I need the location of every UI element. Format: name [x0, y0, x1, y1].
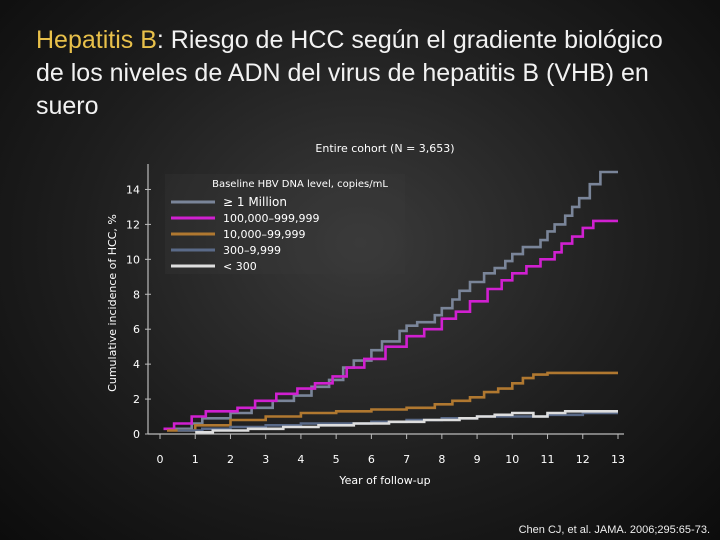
x-tick-label: 7 — [403, 453, 410, 466]
x-tick-label: 0 — [157, 453, 164, 466]
x-tick-label: 4 — [297, 453, 304, 466]
x-axis-label: Year of follow-up — [338, 474, 430, 487]
legend-entry: < 300 — [223, 260, 257, 273]
legend-entry: 10,000–99,999 — [223, 228, 305, 241]
x-tick-label: 12 — [576, 453, 590, 466]
x-tick-label: 11 — [541, 453, 555, 466]
x-tick-label: 9 — [474, 453, 481, 466]
chart-title: Entire cohort (N = 3,653) — [315, 142, 454, 155]
slide-title-lead: Hepatitis B — [36, 26, 157, 54]
y-tick-label: 6 — [133, 323, 140, 336]
y-axis-label: Cumulative incidence of HCC, % — [106, 214, 119, 392]
x-tick-label: 10 — [505, 453, 519, 466]
x-tick-label: 1 — [192, 453, 199, 466]
x-tick-label: 8 — [438, 453, 445, 466]
x-tick-label: 2 — [227, 453, 234, 466]
legend-entry: 300–9,999 — [223, 244, 281, 257]
legend-title: Baseline HBV DNA level, copies/mL — [212, 179, 388, 190]
y-tick-label: 8 — [133, 288, 140, 301]
series-line — [163, 219, 618, 431]
y-tick-label: 10 — [126, 253, 140, 266]
x-tick-label: 6 — [368, 453, 375, 466]
y-tick-label: 2 — [133, 393, 140, 406]
x-tick-label: 3 — [262, 453, 269, 466]
x-tick-label: 5 — [333, 453, 340, 466]
legend-entry: 100,000–999,999 — [223, 212, 319, 225]
labels: Entire cohort (N = 3,653) Year of follow-… — [106, 142, 455, 487]
series-line — [170, 170, 618, 431]
slide-title-rest: : Riesgo de HCC según el gradiente bioló… — [36, 26, 663, 120]
series-line — [167, 371, 618, 432]
series-line — [195, 410, 618, 434]
series-layer — [163, 170, 618, 434]
y-tick-label: 14 — [126, 183, 140, 196]
slide-title: Hepatitis B: Riesgo de HCC según el grad… — [36, 24, 696, 123]
y-tick-label: 12 — [126, 218, 140, 231]
y-tick-label: 0 — [133, 428, 140, 441]
legend-entry: ≥ 1 Million — [223, 195, 287, 209]
y-tick-label: 4 — [133, 358, 140, 371]
legend-box — [165, 174, 405, 274]
x-tick-label: 13 — [611, 453, 625, 466]
legend: Baseline HBV DNA level, copies/mL ≥ 1 Mil… — [165, 174, 405, 274]
citation: Chen CJ, et al. JAMA. 2006;295:65-73. — [518, 524, 710, 536]
